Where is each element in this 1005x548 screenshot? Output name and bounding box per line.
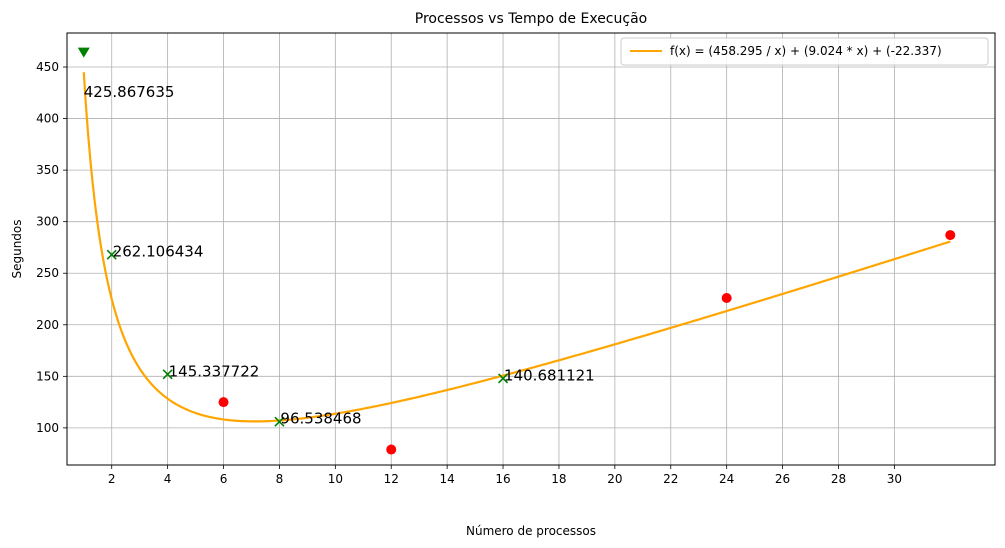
green-x-marker: [497, 373, 509, 384]
green-x-marker: [274, 416, 285, 427]
x-tick-label: 12: [384, 472, 399, 486]
chart-title: Processos vs Tempo de Execução: [415, 11, 647, 27]
axis-ticks: 2 4 6 8 10 12 14 16 18 20 22 24 26 28 3010015020025030…: [36, 60, 902, 486]
red-data-point: [721, 292, 732, 303]
green-x-stroke: [106, 249, 117, 260]
value-annotation: 262.106434: [113, 243, 204, 261]
x-tick-label: 22: [663, 472, 678, 486]
grid: [67, 33, 995, 465]
legend-box: [620, 37, 989, 66]
plot-frame: [66, 32, 996, 466]
green-x-marker: [162, 369, 173, 380]
annotations-layer: 262.106434 145.337722 96.538468 140.681121 4…: [84, 83, 595, 428]
value-annotation: 425.867635: [84, 83, 175, 101]
x-tick-label: 4: [164, 472, 172, 486]
green-x-stroke: [162, 369, 173, 380]
x-tick-label: 16: [495, 472, 510, 486]
x-tick-label: 20: [607, 472, 622, 486]
x-tick-label: 30: [887, 472, 902, 486]
legend: f(x) = (458.295 / x) + (9.024 * x) + (-2…: [620, 37, 989, 66]
legend-label: f(x) = (458.295 / x) + (9.024 * x) + (-2…: [670, 44, 942, 58]
x-tick-label: 28: [831, 472, 846, 486]
x-tick-label: 26: [775, 472, 790, 486]
green-x-stroke: [497, 373, 509, 384]
green-x-marker: [106, 249, 117, 260]
y-tick-label: 100: [36, 421, 59, 435]
y-tick-label: 150: [36, 369, 59, 383]
red-data-point: [218, 397, 229, 408]
x-tick-label: 14: [440, 472, 455, 486]
value-annotation: 96.538468: [280, 410, 361, 428]
fit-curve: [82, 72, 951, 423]
y-tick-label: 200: [36, 318, 59, 332]
x-tick-label: 6: [220, 472, 228, 486]
points-layer: [77, 47, 956, 455]
y-tick-label: 400: [36, 112, 59, 126]
x-axis-title: Número de processos: [466, 524, 596, 538]
fit-curve-layer: [82, 72, 951, 423]
green-triangle-marker: [77, 47, 90, 58]
x-tick-label: 2: [108, 472, 116, 486]
x-tick-label: 18: [551, 472, 566, 486]
y-tick-label: 250: [36, 266, 59, 280]
y-axis-title: Segundos: [10, 219, 24, 278]
value-annotation: 145.337722: [169, 362, 260, 380]
y-tick-label: 350: [36, 163, 59, 177]
red-data-point: [945, 230, 956, 241]
y-tick-label: 300: [36, 215, 59, 229]
value-annotation: 140.681121: [504, 366, 595, 384]
x-tick-label: 8: [276, 472, 284, 486]
green-x-stroke: [274, 416, 285, 427]
x-tick-label: 24: [719, 472, 734, 486]
red-data-point: [386, 444, 397, 455]
y-tick-label: 450: [36, 60, 59, 74]
x-tick-label: 10: [328, 472, 343, 486]
